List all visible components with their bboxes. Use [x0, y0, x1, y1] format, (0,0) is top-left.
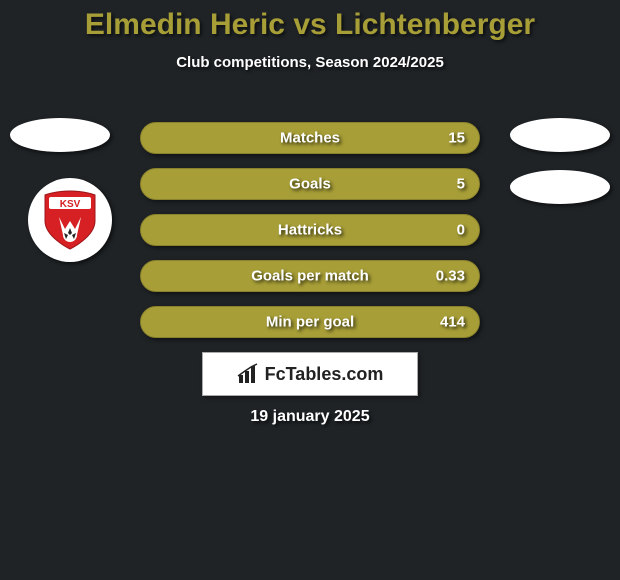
club-badge-outer: KSV: [28, 178, 112, 262]
club-badge-text: KSV: [60, 199, 81, 210]
stat-value-right: 15: [448, 130, 465, 147]
stat-label: Min per goal: [266, 314, 354, 331]
player-left-placeholder: [10, 118, 110, 152]
stat-value-right: 0.33: [436, 268, 465, 285]
stat-bar: Goals 5: [140, 168, 480, 200]
stat-value-right: 414: [440, 314, 465, 331]
stat-value-right: 0: [457, 222, 465, 239]
stat-bar: Goals per match 0.33: [140, 260, 480, 292]
stat-label: Goals: [289, 176, 331, 193]
stat-value-right: 5: [457, 176, 465, 193]
stat-label: Matches: [280, 130, 340, 147]
player-right-placeholder-1: [510, 118, 610, 152]
club-badge-inner: KSV: [37, 187, 103, 253]
ksv-shield-icon: KSV: [37, 187, 103, 253]
stat-label: Hattricks: [278, 222, 342, 239]
page-title: Elmedin Heric vs Lichtenberger: [0, 0, 620, 42]
stat-label: Goals per match: [251, 268, 369, 285]
stat-bar: Hattricks 0: [140, 214, 480, 246]
stat-bar: Min per goal 414: [140, 306, 480, 338]
fctables-logo: FcTables.com: [202, 352, 418, 396]
date-line: 19 january 2025: [0, 408, 620, 426]
stat-bar: Matches 15: [140, 122, 480, 154]
fctables-logo-text: FcTables.com: [265, 364, 384, 385]
comparison-infographic: Elmedin Heric vs Lichtenberger Club comp…: [0, 0, 620, 580]
bar-chart-icon: [237, 363, 259, 385]
player-right-placeholder-2: [510, 170, 610, 204]
stats-list: Matches 15 Goals 5 Hattricks 0 Goals per match…: [140, 122, 480, 338]
club-badge: KSV: [28, 178, 112, 262]
subtitle: Club competitions, Season 2024/2025: [0, 54, 620, 71]
